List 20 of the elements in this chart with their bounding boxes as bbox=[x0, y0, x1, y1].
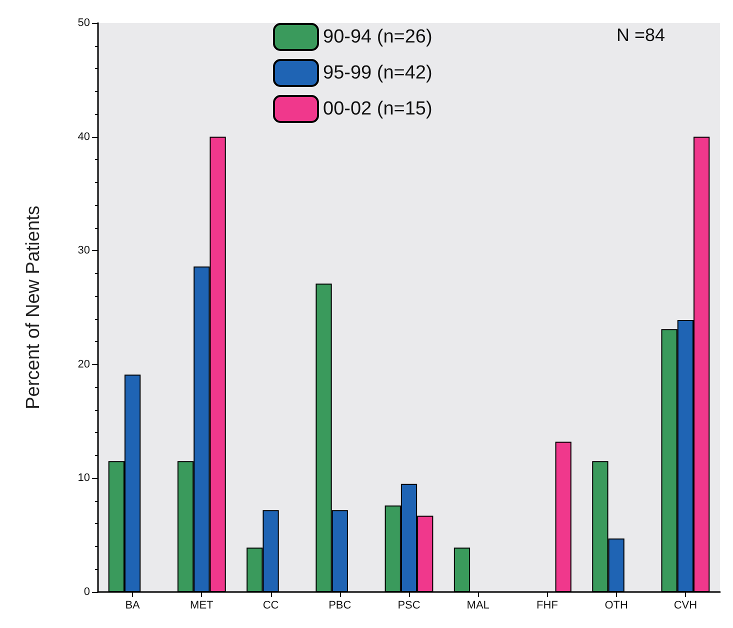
annotation: N =84 bbox=[616, 25, 666, 45]
x-tick-label: MET bbox=[190, 600, 214, 612]
y-tick-label: 0 bbox=[84, 586, 90, 598]
legend-label: 90-94 (n=26) bbox=[323, 26, 432, 48]
x-tick-label: MAL bbox=[466, 600, 490, 612]
y-axis-title: Percent of New Patients bbox=[23, 206, 44, 410]
y-tick-label: 10 bbox=[78, 472, 90, 484]
y-tick-label: 40 bbox=[78, 130, 90, 143]
y-tick-label: 50 bbox=[78, 17, 90, 29]
x-tick-label: BA bbox=[125, 600, 141, 612]
x-tick-label: PSC bbox=[398, 600, 420, 612]
y-tick-label: 20 bbox=[78, 358, 90, 370]
x-tick-label: OTH bbox=[604, 600, 628, 612]
legend-label: 95-99 (n=42) bbox=[323, 62, 432, 84]
x-tick-label: PBC bbox=[328, 600, 352, 612]
y-tick-label: 30 bbox=[78, 244, 90, 257]
x-tick-label: CVH bbox=[674, 600, 698, 612]
x-tick-label: CC bbox=[262, 600, 279, 612]
x-tick-label: FHF bbox=[536, 600, 558, 612]
legend-label: 00-02 (n=15) bbox=[323, 98, 432, 120]
